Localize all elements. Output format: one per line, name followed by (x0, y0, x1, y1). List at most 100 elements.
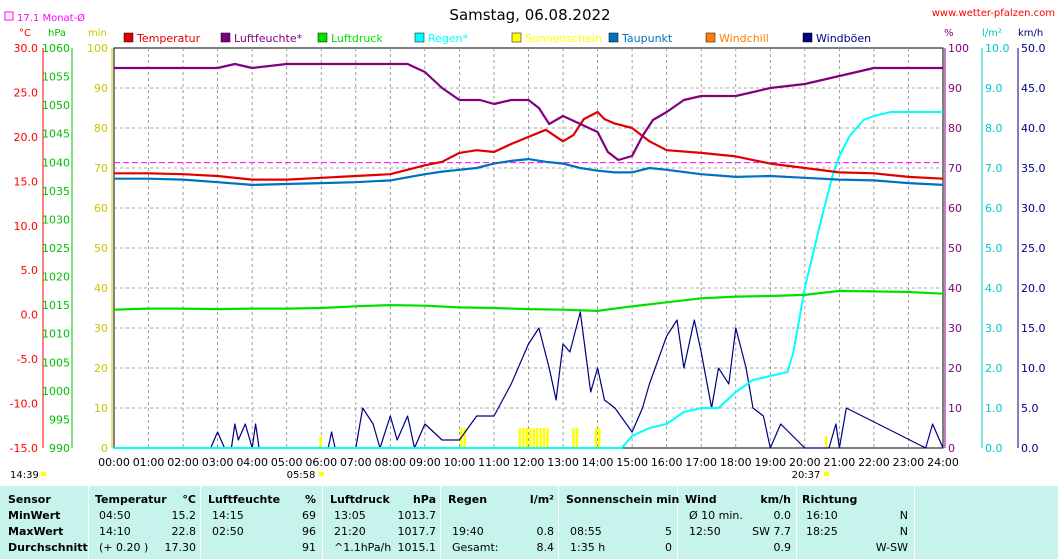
legend-label: Regen* (428, 32, 469, 45)
table-cell: 14:15 (212, 509, 244, 522)
table-cell: 19:40 (452, 525, 484, 538)
table-cell-value: 91 (302, 541, 316, 554)
unit-humidity: % (944, 28, 954, 39)
table-cell: 14:10 (99, 525, 131, 538)
tick-label-temp: 25.0 (14, 86, 39, 99)
tick-label-pressure: 1050 (42, 99, 70, 112)
tick-label-wind: 35.0 (1021, 162, 1046, 175)
table-cell-value: 0.0 (773, 509, 792, 522)
tick-label-pressure: 1055 (42, 71, 70, 84)
tick-label-x: 24:00 (927, 456, 959, 469)
sunshine-bar (575, 428, 579, 448)
table-header-unit: hPa (412, 493, 436, 506)
tick-label-sun: 20 (94, 362, 108, 375)
tick-label-wind: 45.0 (1021, 82, 1046, 95)
legend-label: Luftfeuchte* (234, 32, 303, 45)
table-cell: 18:25 (806, 525, 838, 538)
tick-label-x: 04:00 (236, 456, 268, 469)
tick-label-wind: 20.0 (1021, 282, 1046, 295)
sunshine-bar (598, 428, 601, 448)
legend-swatch (317, 32, 328, 43)
table-header-unit: °C (182, 493, 196, 506)
table-cell-value: 69 (302, 509, 316, 522)
tick-label-x: 12:00 (513, 456, 545, 469)
tick-label-rain: 8.0 (985, 122, 1003, 135)
table-cell-value: N (899, 509, 908, 522)
table-cell: (+ 0.20 ) (99, 541, 149, 554)
sun-marker (41, 472, 46, 476)
table-cell: 1:35 h (570, 541, 606, 554)
tick-label-rain: 2.0 (985, 362, 1003, 375)
sunshine-bar (532, 428, 535, 448)
table-cell: 21:20 (334, 525, 366, 538)
tick-label-pressure: 1035 (42, 185, 70, 198)
tick-label-rain: 9.0 (985, 82, 1003, 95)
tick-label-pressure: 995 (49, 413, 70, 426)
sunshine-bar (518, 428, 522, 448)
tick-label-x: 19:00 (754, 456, 786, 469)
sunshine-bar (546, 428, 549, 448)
unit-sun: min (88, 28, 107, 39)
tick-label-pressure: 1025 (42, 242, 70, 255)
chart-title: Samstag, 06.08.2022 (449, 6, 610, 24)
tick-label-rain: 0.0 (985, 442, 1003, 455)
sunset-marker (824, 472, 829, 476)
sunshine-bar (319, 436, 322, 448)
tick-label-x: 17:00 (685, 456, 717, 469)
tick-label-x: 07:00 (340, 456, 372, 469)
table-cell-value: 1017.7 (397, 525, 437, 538)
legend-label: Temperatur (136, 32, 201, 45)
tick-label-pressure: 1015 (42, 299, 70, 312)
render-time: 14:39 (10, 470, 39, 481)
table-header: Sensor (8, 493, 51, 506)
sunshine-bar (529, 428, 532, 448)
tick-label-humidity: 30 (948, 322, 962, 335)
tick-label-sun: 0 (101, 442, 108, 455)
tick-label-pressure: 1040 (42, 156, 70, 169)
site-url[interactable]: www.wetter-pfalzen.com (932, 8, 1055, 19)
legend-swatch (414, 32, 425, 43)
tick-label-x: 15:00 (616, 456, 648, 469)
sunset-time: 20:37 (792, 470, 821, 481)
table-header-unit: l/m² (529, 493, 554, 506)
tick-label-rain: 4.0 (985, 282, 1003, 295)
table-cell-value: 1013.7 (397, 509, 437, 522)
tick-label-rain: 7.0 (985, 162, 1003, 175)
tick-label-humidity: 40 (948, 282, 962, 295)
tick-label-x: 22:00 (858, 456, 890, 469)
tick-label-sun: 90 (94, 82, 108, 95)
table-cell: 04:50 (99, 509, 131, 522)
table-header-unit: % (304, 493, 316, 506)
table-header: Luftdruck (330, 493, 390, 506)
table-cell-value: W-SW (875, 541, 908, 554)
table-header: Regen (448, 493, 488, 506)
table-cell: Gesamt: (452, 541, 499, 554)
table-col-separator (440, 486, 441, 559)
tick-label-pressure: 1000 (42, 385, 70, 398)
sunshine-bar (542, 428, 546, 448)
tick-label-wind: 0.0 (1021, 442, 1039, 455)
table-cell: 08:55 (570, 525, 602, 538)
tick-label-wind: 40.0 (1021, 122, 1046, 135)
tick-label-wind: 30.0 (1021, 202, 1046, 215)
series-line (114, 62, 943, 162)
tick-label-rain: 3.0 (985, 322, 1003, 335)
tick-label-temp: 15.0 (14, 175, 39, 188)
sunshine-bar (594, 428, 598, 448)
sunshine-bar (525, 428, 528, 448)
tick-label-x: 20:00 (789, 456, 821, 469)
tick-label-sun: 30 (94, 322, 108, 335)
tick-label-humidity: 80 (948, 122, 962, 135)
tick-label-humidity: 60 (948, 202, 962, 215)
tick-label-x: 01:00 (133, 456, 165, 469)
table-cell-value: 22.8 (171, 525, 197, 538)
tick-label-x: 08:00 (374, 456, 406, 469)
table-cell-value: 1015.1 (397, 541, 437, 554)
series-line (114, 110, 944, 181)
table-header: Richtung (802, 493, 858, 506)
tick-label-rain: 6.0 (985, 202, 1003, 215)
table-cell: 12:50 (689, 525, 721, 538)
legend-label: Sonnenschein (525, 32, 602, 45)
table-col-separator (88, 486, 89, 559)
series-line (114, 111, 943, 449)
